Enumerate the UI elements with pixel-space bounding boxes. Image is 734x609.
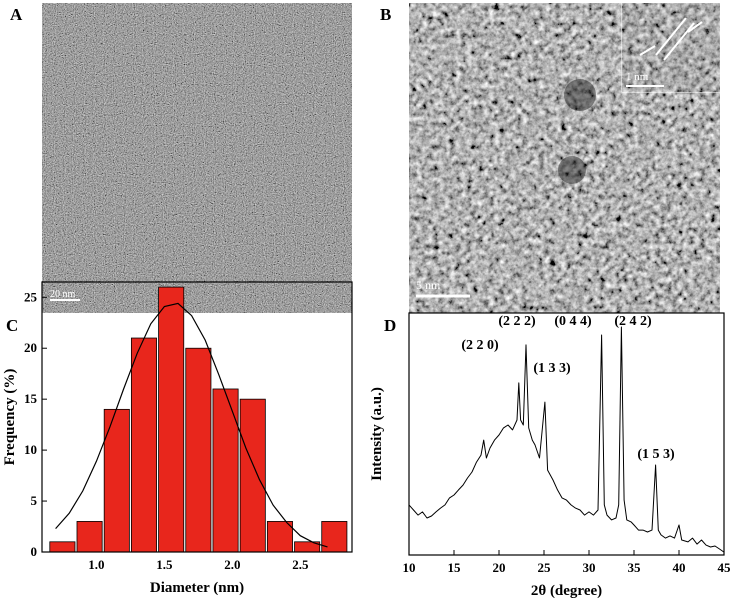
scale-bar-label: 20 nm — [50, 289, 76, 300]
tem-texture — [42, 3, 352, 313]
peak-label: (2 2 2) — [498, 314, 536, 329]
x-axis-label: Diameter (nm) — [150, 580, 244, 596]
peak-label: (0 4 4) — [554, 314, 592, 329]
x-tick-label: 45 — [718, 560, 732, 575]
x-tick-label: 25 — [538, 560, 552, 575]
peak-label: (1 5 3) — [637, 447, 675, 462]
lattice-line — [655, 17, 687, 56]
panel-label: A — [10, 5, 23, 24]
x-tick-label: 1.0 — [88, 557, 104, 572]
arrow — [687, 21, 703, 33]
nanoparticle — [564, 79, 596, 111]
x-tick-label: 20 — [493, 560, 506, 575]
bar — [266, 521, 293, 553]
y-tick-label: 0 — [31, 544, 38, 559]
arrow — [639, 45, 656, 56]
panel-label: C — [6, 316, 18, 335]
y-tick-label: 25 — [24, 289, 38, 304]
bar — [76, 521, 103, 553]
x-axis-label: 2θ (degree) — [531, 583, 602, 599]
bar — [49, 541, 76, 553]
plot-frame — [408, 312, 725, 556]
y-tick-label: 20 — [24, 340, 37, 355]
bar — [103, 408, 130, 553]
x-tick-label: 40 — [673, 560, 686, 575]
fit-curve — [55, 302, 328, 548]
bar — [212, 388, 239, 553]
y-tick-label: 5 — [31, 493, 38, 508]
bar — [130, 337, 157, 553]
x-tick-label: 1.5 — [156, 557, 173, 572]
peak-label: (2 4 2) — [614, 314, 652, 329]
bar — [185, 347, 212, 553]
nanoparticle — [558, 156, 586, 184]
peak-label: (2 2 0) — [461, 338, 499, 353]
peak-label: (1 3 3) — [533, 361, 571, 376]
y-tick-label: 15 — [24, 391, 38, 406]
x-tick-label: 15 — [448, 560, 462, 575]
bar — [158, 286, 185, 553]
bar — [239, 398, 266, 553]
y-axis-label: Frequency (%) — [2, 369, 18, 466]
scale-bar-label: 5 nm — [416, 278, 441, 292]
lattice-line — [663, 22, 695, 61]
xrd-pattern — [408, 326, 725, 553]
y-axis-label: Intensity (a.u.) — [369, 387, 385, 481]
x-tick-label: 30 — [583, 560, 596, 575]
x-tick-label: 10 — [403, 560, 416, 575]
inset-texture — [622, 3, 720, 92]
x-tick-label: 2.5 — [292, 557, 309, 572]
panel-label: B — [380, 5, 391, 24]
y-tick-label: 10 — [24, 442, 37, 457]
bar — [321, 521, 348, 553]
x-tick-label: 35 — [628, 560, 642, 575]
plot-frame — [41, 281, 353, 553]
scale-bar-label: 1 nm — [626, 71, 649, 83]
panel-label: D — [384, 316, 396, 335]
x-tick-label: 2.0 — [224, 557, 240, 572]
